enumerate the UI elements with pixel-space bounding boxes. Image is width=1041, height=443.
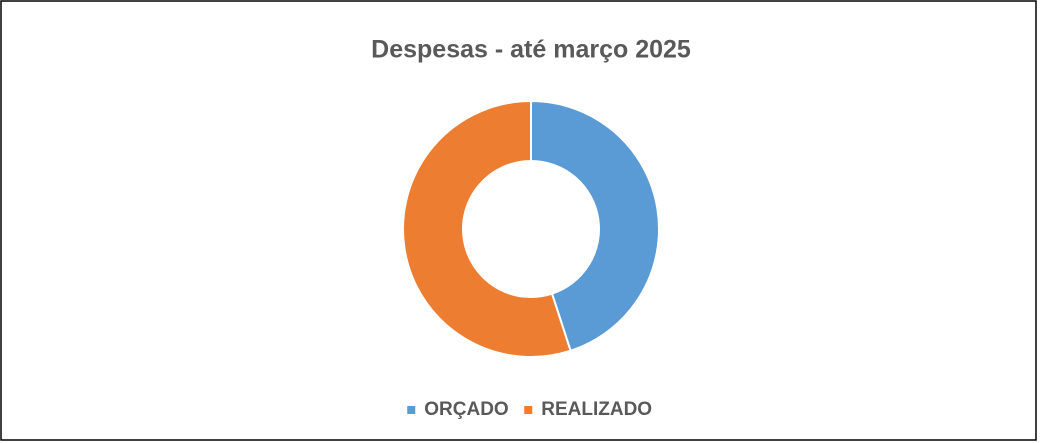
legend-swatch xyxy=(407,406,416,414)
legend-swatch xyxy=(524,406,533,414)
chart-title: Despesas - até março 2025 xyxy=(371,36,691,64)
legend-label: REALIZADO xyxy=(541,399,652,420)
legend-label: ORÇADO xyxy=(424,399,508,420)
donut-slice xyxy=(402,99,572,358)
donut-slice xyxy=(530,99,660,352)
